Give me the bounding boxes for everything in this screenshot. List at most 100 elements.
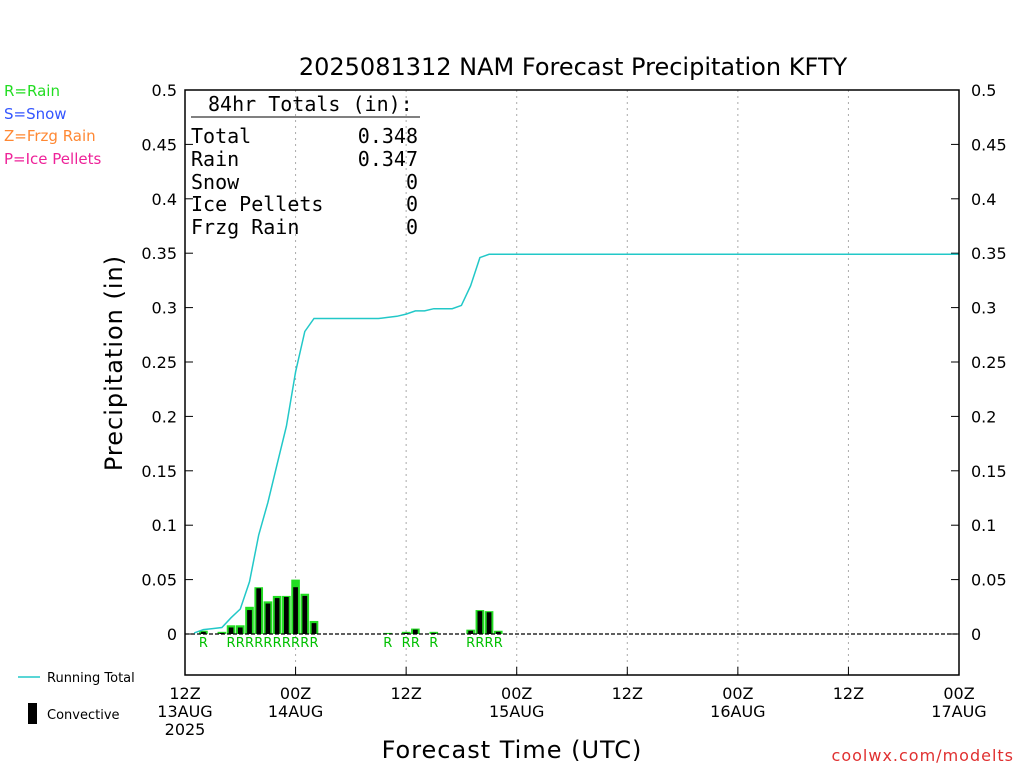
key-frzg-rain: Z=Frzg Rain — [4, 127, 96, 145]
ptype-label-9: R — [291, 636, 300, 651]
y-tick-label-right-0: 0 — [971, 625, 981, 644]
y-tick-label-right-9: 0.45 — [971, 135, 1007, 154]
y-tick-label-right-5: 0.25 — [971, 353, 1007, 372]
y-tick-label-right-8: 0.4 — [971, 190, 996, 209]
y-tick-label-left-7: 0.35 — [141, 244, 177, 263]
ptype-label-14: R — [411, 636, 420, 651]
x-tick-label-1-0: 00Z — [280, 684, 311, 703]
ptype-label-15: R — [429, 636, 438, 651]
convective-bar-9 — [293, 587, 298, 634]
ptype-label-18: R — [485, 636, 494, 651]
totals-frzg-rain-value: 0 — [406, 215, 418, 239]
convective-bar-19 — [495, 631, 501, 634]
ptype-label-13: R — [402, 636, 411, 651]
ptype-label-3: R — [236, 636, 245, 651]
y-tick-label-right-4: 0.2 — [971, 407, 996, 426]
x-tick-label-4-0: 12Z — [612, 684, 643, 703]
ptype-label-12: R — [383, 636, 392, 651]
running-total-legend-label: Running Total — [47, 671, 135, 686]
convective-bar-17 — [477, 611, 483, 634]
ptype-label-5: R — [254, 636, 263, 651]
ptype-label-2: R — [227, 636, 236, 651]
convective-bar-4 — [247, 610, 252, 634]
x-tick-label-7-1: 17AUG — [931, 702, 986, 721]
totals-ice-pellets-label: Ice Pellets — [191, 192, 323, 216]
running-total-line — [193, 253, 959, 634]
x-tick-label-0-0: 12Z — [169, 684, 200, 703]
ptype-label-17: R — [475, 636, 484, 651]
x-tick-label-0-2: 2025 — [165, 720, 206, 739]
convective-bar-2 — [228, 627, 234, 634]
totals-snow-value: 0 — [406, 170, 418, 194]
plot-frame — [184, 89, 960, 676]
y-tick-label-left-1: 0.05 — [141, 571, 177, 590]
ptype-label-10: R — [300, 636, 309, 651]
y-axis-label: Precipitation (in) — [100, 255, 128, 471]
ptype-label-16: R — [466, 636, 475, 651]
ptype-label-0: R — [199, 636, 208, 651]
y-tick-label-right-7: 0.35 — [971, 244, 1007, 263]
y-tick-label-right-2: 0.1 — [971, 516, 996, 535]
y-tick-label-left-3: 0.15 — [141, 462, 177, 481]
convective-bar-14 — [412, 629, 418, 634]
y-tick-label-left-6: 0.3 — [152, 299, 177, 318]
y-tick-label-left-10: 0.5 — [152, 81, 177, 100]
precip-bars — [199, 579, 503, 634]
y-tick-label-right-3: 0.15 — [971, 462, 1007, 481]
x-tick-label-3-0: 00Z — [501, 684, 532, 703]
ptype-label-7: R — [273, 636, 282, 651]
convective-bar-6 — [265, 603, 271, 634]
key-ice-pellets: P=Ice Pellets — [4, 150, 101, 168]
precip-bar-12 — [383, 632, 393, 634]
credit-text: coolwx.com/modelts — [832, 746, 1014, 765]
totals-total-value: 0.348 — [358, 124, 418, 148]
y-ticks: 0 00.05 0.050.1 0.10.15 0.150.2 0.20.25 0.250.… — [141, 81, 1006, 644]
ptype-key: R=Rain S=Snow Z=Frzg Rain P=Ice Pellets — [4, 82, 101, 168]
x-axis-label: Forecast Time (UTC) — [382, 736, 643, 764]
convective-bar-18 — [486, 612, 492, 634]
totals-ice-pellets-value: 0 — [406, 192, 418, 216]
convective-bar-0 — [201, 631, 206, 634]
convective-bar-7 — [274, 598, 280, 634]
convective-bar-3 — [237, 627, 243, 634]
totals-heading: 84hr Totals (in): — [208, 92, 413, 116]
convective-legend-swatch — [28, 703, 37, 724]
x-tick-label-2-0: 12Z — [390, 684, 421, 703]
y-tick-label-left-4: 0.2 — [152, 407, 177, 426]
totals-rain-value: 0.347 — [358, 147, 418, 171]
ptype-label-4: R — [245, 636, 254, 651]
key-rain: R=Rain — [4, 82, 60, 100]
y-tick-label-left-8: 0.4 — [152, 190, 177, 209]
x-tick-label-0-1: 13AUG — [157, 702, 212, 721]
y-tick-label-right-1: 0.05 — [971, 571, 1007, 590]
x-tick-label-6-0: 12Z — [833, 684, 864, 703]
y-tick-label-right-6: 0.3 — [971, 299, 996, 318]
ptype-label-8: R — [282, 636, 291, 651]
x-tick-label-3-1: 15AUG — [489, 702, 544, 721]
convective-bar-5 — [256, 588, 262, 634]
grid-lines — [295, 90, 849, 675]
x-tick-label-1-1: 14AUG — [268, 702, 323, 721]
totals-total-label: Total — [191, 124, 251, 148]
y-tick-label-left-0: 0 — [167, 625, 177, 644]
totals-snow-label: Snow — [191, 170, 240, 194]
x-tick-label-5-0: 00Z — [722, 684, 753, 703]
chart-legend: Running Total Convective — [18, 671, 135, 724]
y-tick-label-left-5: 0.25 — [141, 353, 177, 372]
totals-frzg-rain-label: Frzg Rain — [191, 215, 299, 239]
x-tick-label-5-1: 16AUG — [710, 702, 765, 721]
ptype-label-6: R — [263, 636, 272, 651]
convective-bar-13 — [403, 632, 409, 634]
convective-bar-10 — [302, 595, 308, 634]
convective-legend-label: Convective — [47, 708, 120, 723]
y-tick-label-left-9: 0.45 — [141, 135, 177, 154]
x-tick-label-7-0: 00Z — [943, 684, 974, 703]
totals-rain-label: Rain — [191, 147, 239, 171]
ptype-label-11: R — [309, 636, 318, 651]
convective-bar-11 — [311, 623, 317, 634]
chart-title: 2025081312 NAM Forecast Precipitation KF… — [299, 53, 848, 81]
convective-bar-8 — [283, 597, 289, 634]
